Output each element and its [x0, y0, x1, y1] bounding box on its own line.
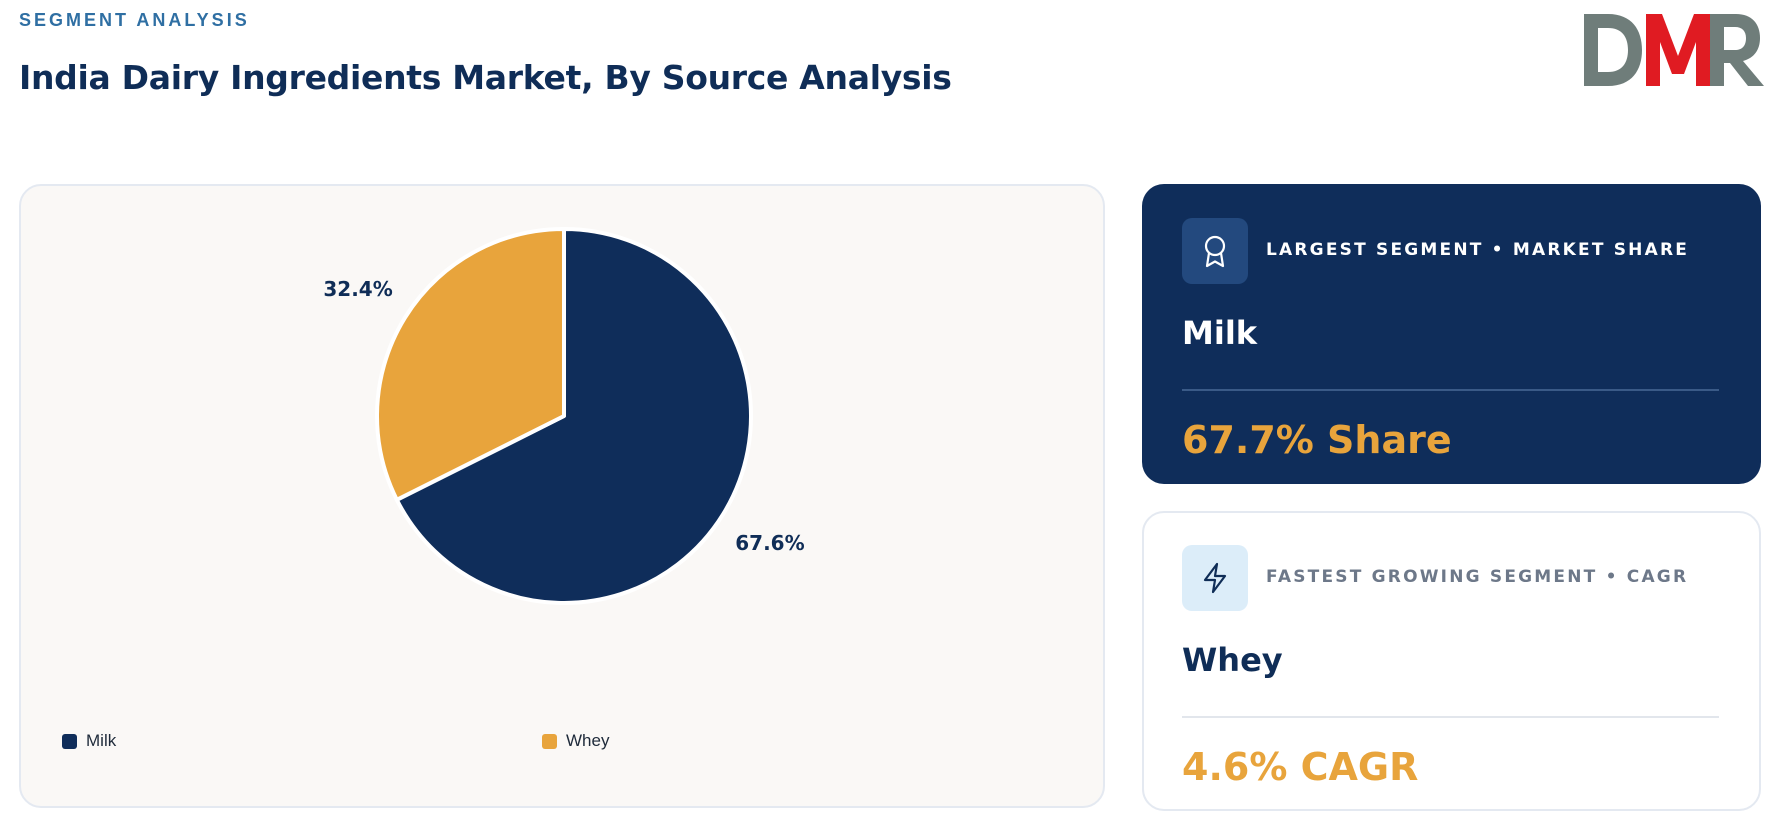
largest-segment-name: Milk — [1182, 314, 1258, 352]
lightning-icon — [1182, 545, 1248, 611]
pie-chart: 67.6% 32.4% — [323, 227, 805, 605]
award-icon — [1182, 218, 1248, 284]
chart-legend: Milk Whey — [21, 731, 1103, 761]
largest-segment-divider — [1182, 389, 1719, 391]
legend-swatch-milk — [62, 733, 77, 749]
largest-segment-label: LARGEST SEGMENT • MARKET SHARE — [1266, 240, 1690, 260]
data-label-milk: 67.6% — [735, 531, 804, 555]
data-label-whey: 32.4% — [323, 277, 392, 301]
legend-swatch-whey — [542, 733, 557, 749]
fastest-segment-label: FASTEST GROWING SEGMENT • CAGR — [1266, 567, 1689, 587]
fastest-segment-name: Whey — [1182, 641, 1283, 679]
legend-label-whey: Whey — [566, 731, 610, 750]
pie-slice-whey — [375, 227, 566, 502]
page-title: India Dairy Ingredients Market, By Sourc… — [19, 58, 952, 97]
pie-slice-milk — [394, 227, 753, 605]
legend-item-whey: Whey — [542, 731, 609, 751]
section-eyebrow: SEGMENT ANALYSIS — [19, 10, 250, 30]
fastest-segment-card: FASTEST GROWING SEGMENT • CAGR Whey 4.6%… — [1142, 511, 1761, 811]
fastest-segment-value: 4.6% CAGR — [1182, 745, 1419, 789]
largest-segment-value: 67.7% Share — [1182, 418, 1452, 462]
chart-card: 67.6% 32.4% Milk Whey — [19, 184, 1105, 808]
legend-label-milk: Milk — [86, 731, 117, 750]
legend-item-milk: Milk — [62, 731, 116, 751]
dmr-logo — [1584, 14, 1764, 86]
fastest-segment-divider — [1182, 716, 1719, 718]
largest-segment-card: LARGEST SEGMENT • MARKET SHARE Milk 67.7… — [1142, 184, 1761, 484]
